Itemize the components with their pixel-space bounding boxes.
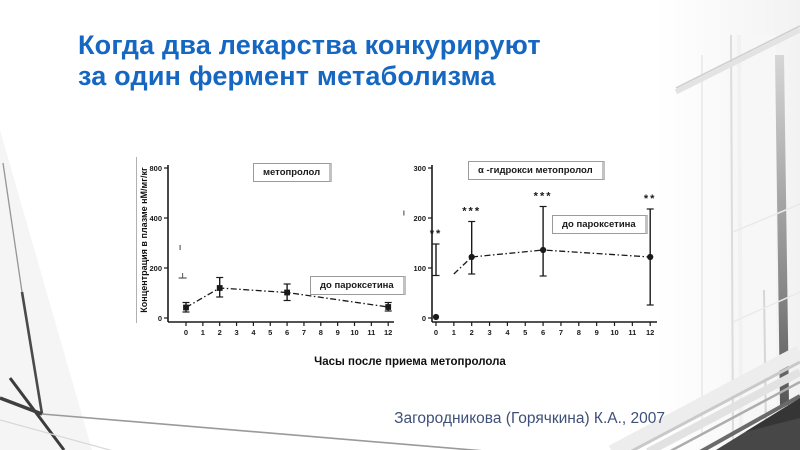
significance-stars: ** <box>644 193 657 205</box>
series-line <box>453 249 651 275</box>
data-point <box>432 313 440 321</box>
x-tick-label: 3 <box>234 328 238 337</box>
x-tick-label: 2 <box>218 328 222 337</box>
x-tick-label: 2 <box>470 328 474 337</box>
x-tick-label: 1 <box>452 328 456 337</box>
slide-title-line-1: Когда два лекарства конкурируют <box>78 30 541 60</box>
x-tick-label: 12 <box>384 328 392 337</box>
chart-title-box-metoprolol: метопролол <box>253 163 333 182</box>
y-tick-label: 800 <box>149 164 162 173</box>
x-tick-label: 5 <box>523 328 527 337</box>
x-tick-label: 0 <box>184 328 188 337</box>
data-point <box>183 304 189 311</box>
y-tick-label: 200 <box>413 214 426 223</box>
x-tick-label: 9 <box>336 328 340 337</box>
x-tick-label: 6 <box>285 328 289 337</box>
significance-stars: *** <box>534 191 553 203</box>
citation: Загородникова (Горячкина) К.А., 2007 <box>394 410 665 427</box>
annotation-box-before-paroxetine-right: до пароксетина <box>552 215 648 234</box>
x-tick-label: 7 <box>559 328 563 337</box>
x-tick-label: 10 <box>350 328 358 337</box>
x-tick-label: 5 <box>268 328 272 337</box>
x-tick-label: 11 <box>628 328 636 337</box>
x-tick-label: 12 <box>646 328 654 337</box>
data-point <box>284 289 290 296</box>
y-axis-label: Концентрация в плазме нМ/мг/кг <box>139 167 149 313</box>
x-tick-label: 8 <box>319 328 323 337</box>
x-tick-label: 6 <box>541 328 545 337</box>
x-tick-label: 7 <box>302 328 306 337</box>
y-tick-label: 400 <box>149 214 162 223</box>
data-point <box>385 304 392 310</box>
slide-title: Когда два лекарства конкурируют за один … <box>78 30 541 93</box>
x-tick-label: 4 <box>505 328 510 337</box>
x-tick-label: 3 <box>487 328 491 337</box>
data-point <box>647 253 654 261</box>
annotation-box-before-paroxetine-left: до пароксетина <box>310 276 406 295</box>
y-tick-label: 0 <box>422 314 426 323</box>
slide-title-line-2: за один фермент метаболизма <box>78 61 496 92</box>
x-axis-label: Часы после приема метопролола <box>314 356 506 368</box>
data-point <box>540 246 547 254</box>
x-tick-label: 8 <box>577 328 581 337</box>
figure-edge-line <box>136 157 137 323</box>
data-point <box>216 285 223 291</box>
x-tick-label: 4 <box>251 328 256 337</box>
x-tick-label: 9 <box>595 328 599 337</box>
y-tick-label: 200 <box>149 264 162 273</box>
chart-title-box-alpha-hydroxy: α -гидрокси метопролол <box>468 161 605 180</box>
x-tick-label: 1 <box>201 328 205 337</box>
significance-stars: *** <box>462 206 481 218</box>
x-tick-label: 11 <box>367 328 375 337</box>
y-tick-label: 0 <box>158 314 162 323</box>
significance-stars: ** <box>430 228 443 240</box>
y-tick-label: 300 <box>413 164 426 173</box>
y-tick-label: 100 <box>413 264 426 273</box>
x-tick-label: 0 <box>434 328 438 337</box>
data-point <box>468 253 475 261</box>
x-tick-label: 10 <box>610 328 618 337</box>
